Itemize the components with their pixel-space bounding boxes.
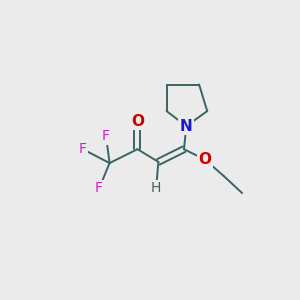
Text: O: O (198, 152, 212, 167)
Text: N: N (180, 118, 193, 134)
Text: O: O (131, 114, 144, 129)
Text: F: F (79, 142, 87, 156)
Text: F: F (95, 182, 103, 196)
Text: F: F (102, 130, 110, 143)
Text: H: H (151, 182, 161, 196)
